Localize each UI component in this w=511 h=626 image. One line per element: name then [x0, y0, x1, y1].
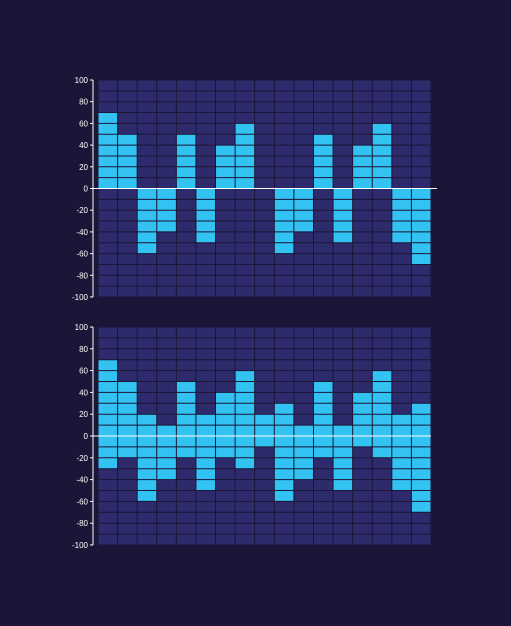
bar — [293, 425, 314, 480]
y-tick-label: 40 — [79, 141, 88, 150]
y-tick-label: 20 — [79, 410, 88, 419]
bar — [391, 414, 412, 491]
y-tick-label: 100 — [75, 323, 89, 332]
bar — [352, 392, 373, 447]
y-tick-label: -60 — [76, 250, 88, 259]
bar — [411, 188, 431, 265]
y-tick-label: -80 — [76, 271, 88, 280]
bar — [254, 414, 275, 447]
y-tick-label: -40 — [76, 476, 88, 485]
bar — [333, 188, 353, 243]
y-tick-label: -80 — [76, 519, 88, 528]
y-tick-label: -20 — [76, 454, 88, 463]
bar — [117, 134, 138, 189]
chart-2: 100 80 60 40 20 0 -20 -40 -60 -80 -100 — [72, 323, 432, 550]
bar — [391, 188, 412, 243]
bar — [235, 370, 255, 469]
y-tick-label: 80 — [79, 345, 88, 354]
bar — [176, 134, 196, 189]
bar — [195, 188, 216, 243]
y-tick-label: 0 — [84, 432, 89, 441]
y-tick-label: -100 — [72, 293, 89, 302]
bar — [117, 381, 138, 458]
y-tick-label: 60 — [79, 367, 88, 376]
y-tick-label: 0 — [84, 185, 89, 194]
y-tick-label: -100 — [72, 541, 89, 550]
y-tick-label: -20 — [76, 206, 88, 215]
y-tick-label: -40 — [76, 228, 88, 237]
bar — [98, 112, 118, 189]
bar — [156, 425, 177, 480]
y-tick-label: 40 — [79, 388, 88, 397]
y-tick-label: -60 — [76, 497, 88, 506]
bar — [176, 381, 196, 458]
bar — [274, 403, 294, 502]
bar — [195, 414, 216, 491]
bar — [313, 134, 334, 189]
bar — [313, 381, 334, 458]
y-tick-label: 60 — [79, 119, 88, 128]
chart-1: 100 80 60 40 20 0 -20 -40 -60 -80 -100 — [72, 76, 437, 302]
y-tick-label: 80 — [79, 98, 88, 107]
y-tick-label: 100 — [75, 76, 89, 85]
y-tick-label: 20 — [79, 163, 88, 172]
